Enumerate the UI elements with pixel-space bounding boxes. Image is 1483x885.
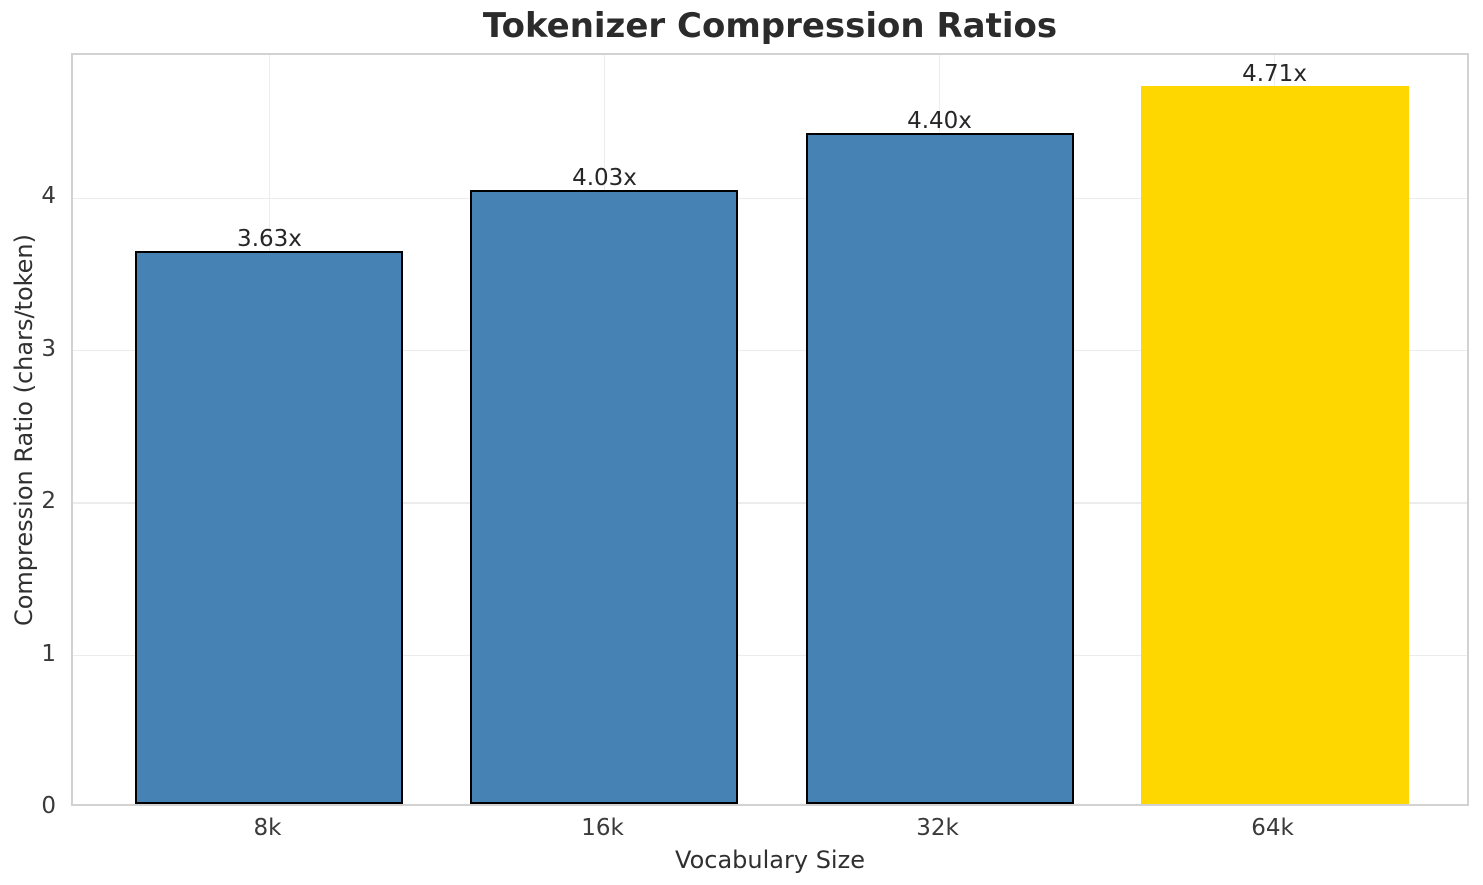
y-tick-label: 4 [41,183,56,210]
bar-16k [470,189,739,804]
plot-area: 3.63x 4.03x 4.40x 4.71x [71,53,1469,806]
bar-value-label: 4.40x [907,108,972,135]
h-gridline [73,197,1467,200]
bar-64k [1140,86,1409,804]
y-tick-label: 2 [41,488,56,515]
x-tick-label: 16k [581,815,624,841]
h-gridline [73,349,1467,352]
bar-8k [135,250,404,804]
h-gridline [73,654,1467,657]
y-tick-label: 0 [41,793,56,819]
x-tick-label: 32k [916,815,959,841]
chart-title: Tokenizer Compression Ratios [482,6,1058,46]
bar-32k [805,133,1074,804]
x-axis-label: Vocabulary Size [675,846,865,874]
x-tick-label: 8k [253,815,282,841]
bar-value-label: 3.63x [237,225,302,252]
bar-value-label: 4.03x [572,164,637,191]
y-axis-label: Compression Ratio (chars/token) [10,233,38,627]
h-gridline [73,502,1467,504]
y-tick-label: 3 [41,335,56,362]
y-tick-label: 1 [41,640,56,667]
x-tick-label: 64k [1251,815,1294,841]
bar-value-label: 4.71x [1242,61,1307,88]
